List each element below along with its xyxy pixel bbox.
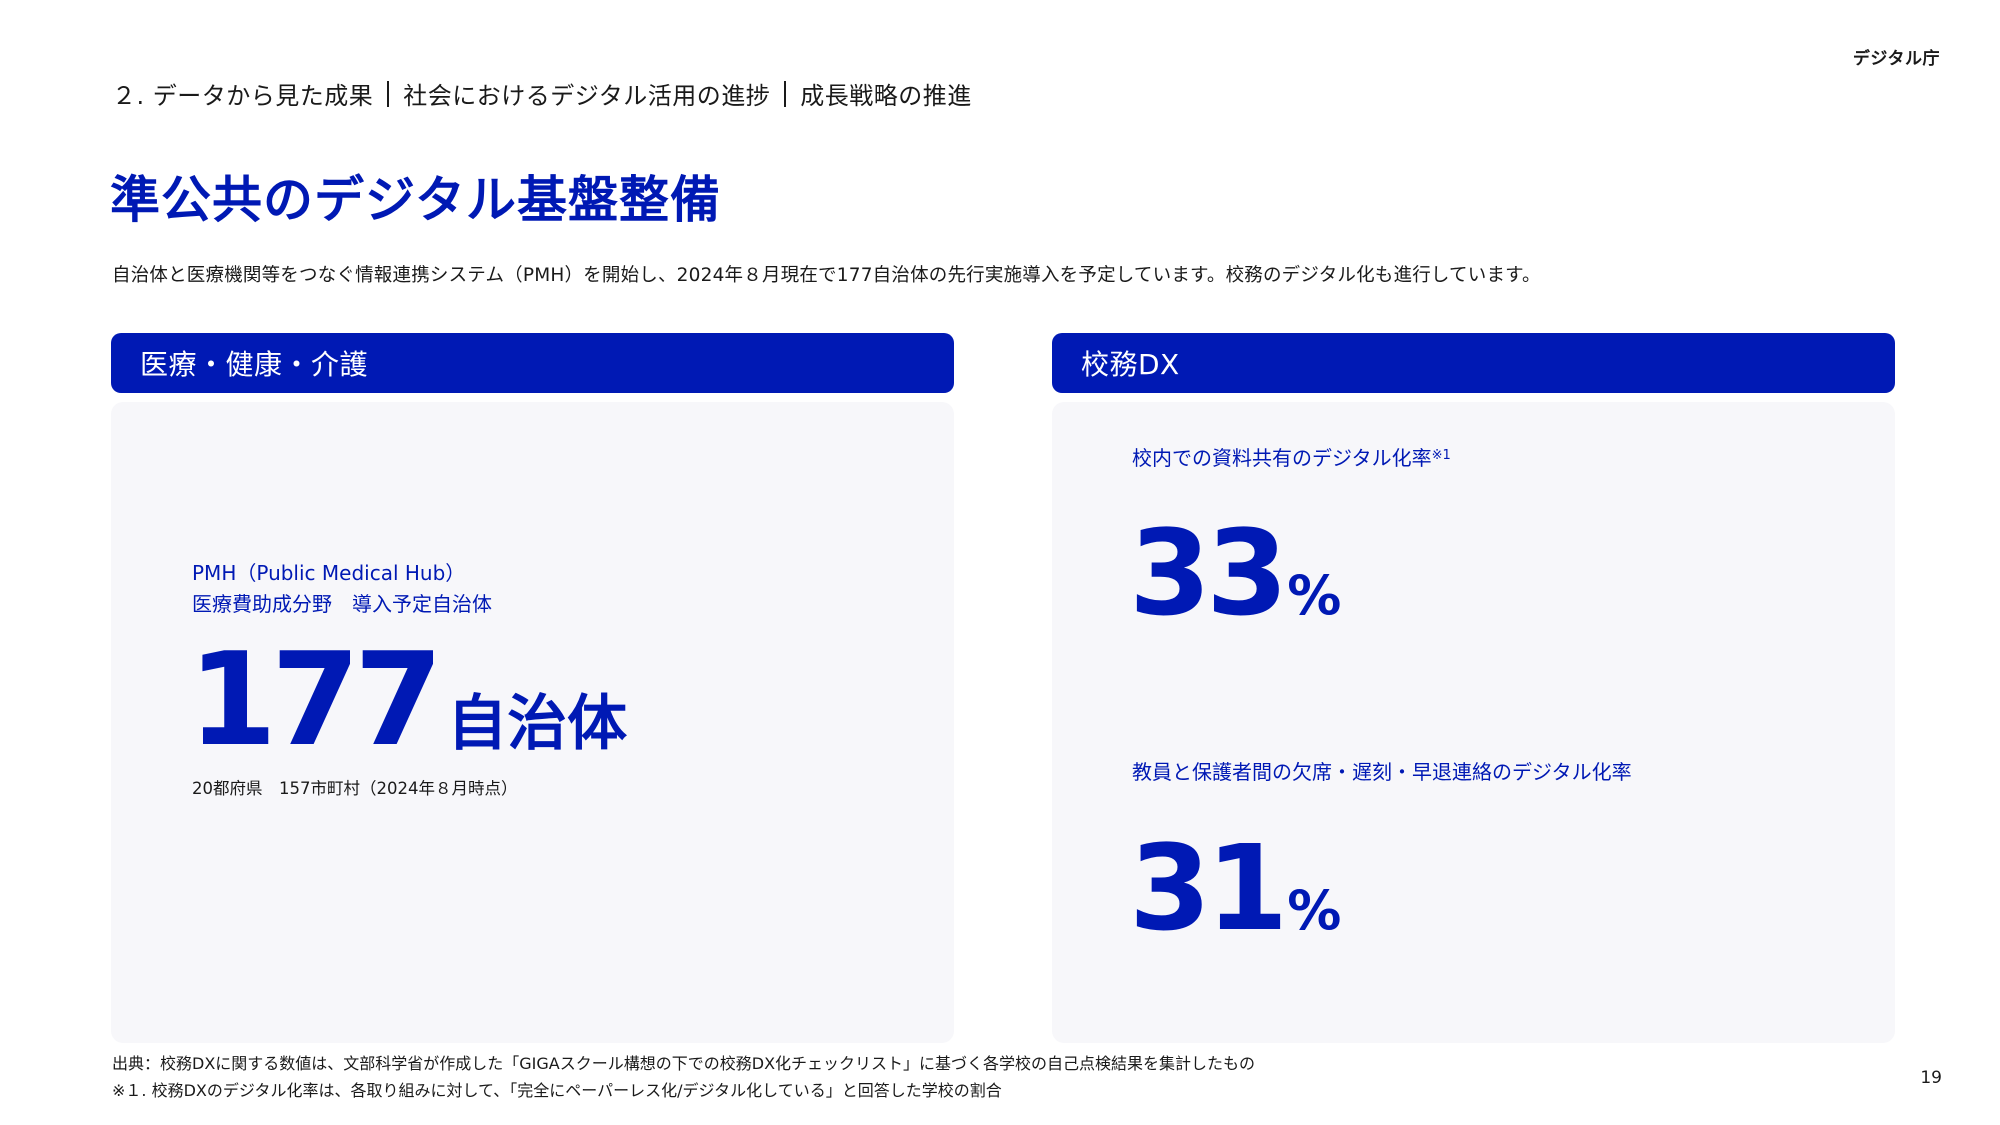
percent-unit: % bbox=[1287, 564, 1342, 627]
breadcrumb-item: 成長戦略の推進 bbox=[800, 82, 972, 110]
stat-number: 33 bbox=[1129, 504, 1288, 642]
page-title: 準公共のデジタル基盤整備 bbox=[110, 171, 721, 229]
breadcrumb-separator bbox=[387, 80, 390, 107]
school-dx-panel-header: 校務DX bbox=[1052, 333, 1895, 393]
pmh-label-line1: PMH（Public Medical Hub） bbox=[192, 561, 466, 585]
medical-panel-header: 医療・健康・介護 bbox=[111, 333, 954, 393]
breadcrumb-separator bbox=[784, 80, 787, 107]
footnote-1: ※１. 校務DXのデジタル化率は、各取り組みに対して、「完全にペーパーレス化/デ… bbox=[112, 1081, 1002, 1100]
pmh-label-line2: 医療費助成分野 導入予定自治体 bbox=[192, 592, 492, 616]
page-number: 19 bbox=[1920, 1068, 1942, 1088]
stat-label-text: 教員と保護者間の欠席・遅刻・早退連絡のデジタル化率 bbox=[1132, 760, 1632, 784]
organization-name: デジタル庁 bbox=[1852, 49, 1940, 69]
municipality-count: 177 自治体 bbox=[188, 637, 627, 765]
stat-value-document-sharing: 33 % bbox=[1129, 514, 1341, 632]
breadcrumb: ２. データから見た成果 社会におけるデジタル活用の進捗 成長戦略の推進 bbox=[112, 76, 972, 111]
percent-unit: % bbox=[1287, 879, 1342, 942]
medical-panel: 医療・健康・介護 PMH（Public Medical Hub） 医療費助成分野… bbox=[111, 333, 954, 1043]
breadcrumb-item: ２. データから見た成果 bbox=[112, 82, 374, 110]
medical-panel-body: PMH（Public Medical Hub） 医療費助成分野 導入予定自治体 … bbox=[111, 402, 954, 1043]
pmh-label: PMH（Public Medical Hub） 医療費助成分野 導入予定自治体 bbox=[192, 558, 492, 620]
stat-value-absence-contact: 31 % bbox=[1129, 829, 1341, 947]
school-dx-panel: 校務DX 校内での資料共有のデジタル化率※1 33 % 教員と保護者間の欠席・遅… bbox=[1052, 333, 1895, 1043]
municipality-breakdown-note: 20都府県 157市町村（2024年８月時点） bbox=[192, 779, 518, 798]
stat-label-document-sharing: 校内での資料共有のデジタル化率※1 bbox=[1132, 442, 1451, 471]
stat-label-absence-contact: 教員と保護者間の欠席・遅刻・早退連絡のデジタル化率 bbox=[1132, 756, 1632, 785]
footnotes: 出典：校務DXに関する数値は、文部科学省が作成した「GIGAスクール構想の下での… bbox=[112, 1050, 1255, 1104]
footnote-source: 出典：校務DXに関する数値は、文部科学省が作成した「GIGAスクール構想の下での… bbox=[112, 1054, 1256, 1073]
footnote-mark: ※1 bbox=[1431, 448, 1451, 463]
stat-number: 31 bbox=[1129, 819, 1288, 957]
municipality-count-value: 177 bbox=[188, 626, 443, 775]
breadcrumb-item: 社会におけるデジタル活用の進捗 bbox=[403, 82, 771, 110]
school-dx-panel-body: 校内での資料共有のデジタル化率※1 33 % 教員と保護者間の欠席・遅刻・早退連… bbox=[1052, 402, 1895, 1043]
lead-text: 自治体と医療機関等をつなぐ情報連携システム（PMH）を開始し、2024年８月現在… bbox=[112, 265, 1541, 286]
stat-label-text: 校内での資料共有のデジタル化率 bbox=[1132, 446, 1432, 470]
municipality-count-unit: 自治体 bbox=[447, 689, 628, 759]
